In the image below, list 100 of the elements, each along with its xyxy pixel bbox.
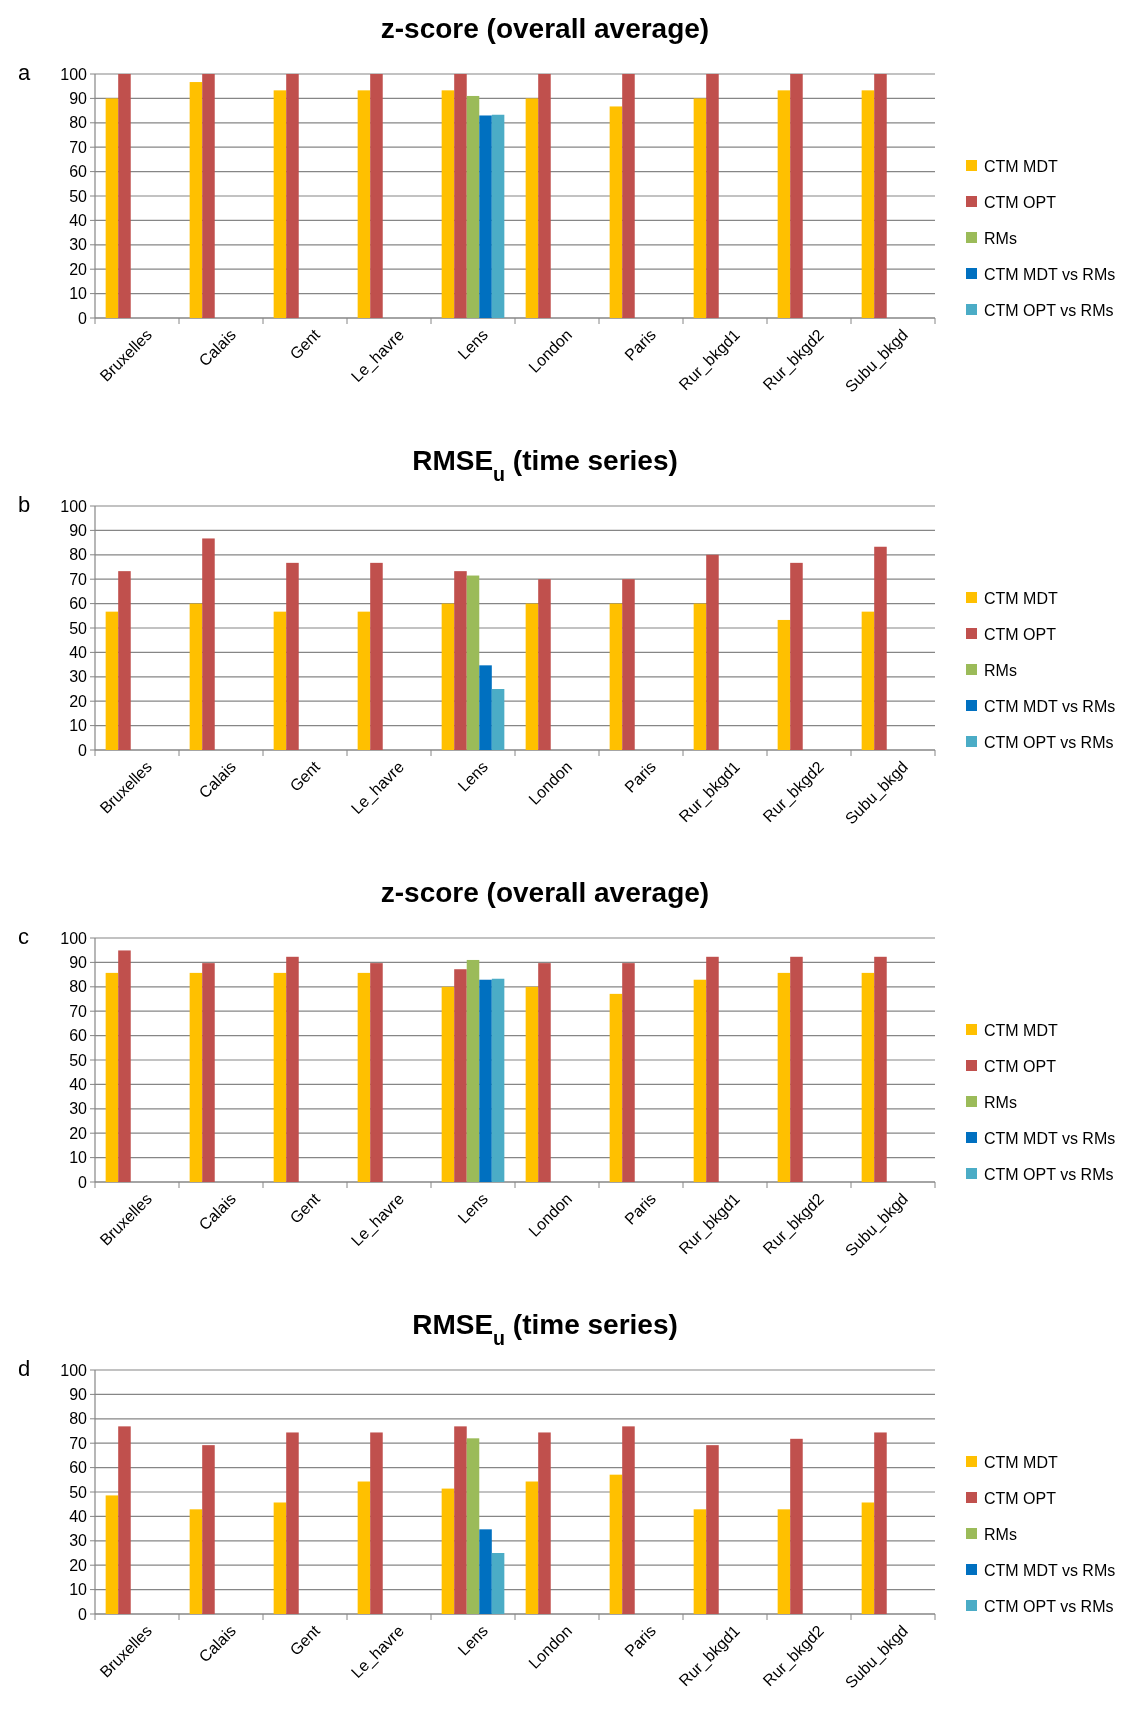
y-tick-label: 60 (69, 1027, 88, 1045)
y-tick-label: 100 (60, 497, 88, 515)
bar (189, 1509, 203, 1614)
bar (874, 956, 887, 1182)
y-tick-label: 90 (69, 90, 88, 107)
bar (790, 562, 803, 750)
bar (202, 963, 215, 1182)
bar (466, 1438, 480, 1614)
y-tick-label: 90 (69, 522, 88, 539)
bar (454, 74, 467, 318)
y-tick-label: 50 (69, 619, 88, 637)
bar (491, 978, 505, 1182)
bar (454, 571, 467, 750)
bar (357, 611, 371, 750)
y-tick-label: 10 (69, 285, 88, 303)
bar (454, 969, 467, 1182)
bar (479, 115, 492, 318)
bar (538, 74, 551, 318)
y-tick-label: 30 (69, 1100, 88, 1118)
y-tick-label: 10 (69, 1581, 88, 1599)
bar (706, 554, 719, 750)
bar (466, 959, 480, 1182)
y-tick-label: 60 (69, 595, 88, 613)
legend-label: CTM MDT (984, 157, 1058, 175)
legend-label: CTM MDT vs RMs (984, 697, 1116, 715)
bar (706, 1445, 719, 1614)
bar (454, 1426, 467, 1614)
bar (286, 74, 299, 318)
legend-label: CTM OPT vs RMs (984, 733, 1114, 751)
legend-label: CTM OPT vs RMs (984, 1165, 1114, 1183)
bar (118, 74, 131, 318)
bar (525, 603, 539, 750)
legend-label: CTM MDT (984, 1021, 1058, 1039)
y-tick-label: 50 (69, 1483, 88, 1501)
bar (861, 972, 875, 1182)
y-tick-label: 80 (69, 978, 88, 996)
bar (874, 1432, 887, 1614)
y-tick-label: 80 (69, 1410, 88, 1428)
y-tick-label: 50 (69, 1051, 88, 1069)
y-tick-label: 0 (78, 309, 88, 327)
bar (202, 74, 215, 318)
bar (479, 1529, 492, 1614)
y-tick-label: 70 (69, 570, 88, 588)
bar (790, 74, 803, 318)
bar (861, 1502, 875, 1614)
bar (118, 950, 131, 1182)
bar (790, 956, 803, 1182)
bar (286, 956, 299, 1182)
y-tick-label: 100 (60, 929, 88, 947)
text: d (18, 1356, 31, 1381)
bar (525, 1481, 539, 1614)
bar (538, 579, 551, 750)
y-tick-label: 40 (69, 1508, 88, 1525)
legend-label: CTM MDT vs RMs (984, 1561, 1116, 1579)
legend-label: CTM OPT (984, 1057, 1057, 1075)
y-tick-label: 0 (78, 1173, 88, 1191)
y-tick-label: 90 (69, 954, 88, 971)
bar (466, 575, 480, 750)
y-tick-label: 20 (69, 692, 88, 710)
y-tick-label: 40 (69, 1076, 88, 1093)
text: a (18, 60, 31, 85)
legend-label: CTM MDT (984, 589, 1058, 607)
bar (105, 1495, 119, 1614)
y-tick-label: 60 (69, 1459, 88, 1477)
bar (189, 603, 203, 750)
bar (790, 1438, 803, 1614)
bar (491, 689, 505, 750)
y-tick-label: 80 (69, 546, 88, 564)
bar (609, 1474, 623, 1614)
bar (861, 611, 875, 750)
bar (357, 972, 371, 1182)
bar (479, 979, 492, 1182)
y-tick-label: 80 (69, 114, 88, 132)
legend-label: CTM OPT (984, 1489, 1057, 1507)
bar (466, 95, 480, 318)
legend-label: CTM OPT vs RMs (984, 1597, 1114, 1615)
legend-label: RMs (984, 1093, 1017, 1111)
bar (538, 963, 551, 1182)
text: b (18, 492, 31, 517)
bar (622, 963, 635, 1182)
legend-label: CTM MDT vs RMs (984, 265, 1116, 283)
bar (105, 98, 119, 318)
legend-label: CTM OPT (984, 193, 1057, 211)
y-tick-label: 100 (60, 1361, 88, 1379)
bar (706, 956, 719, 1182)
y-tick-label: 20 (69, 1556, 88, 1574)
bar (777, 972, 791, 1182)
y-tick-label: 60 (69, 163, 88, 181)
legend-label: CTM MDT vs RMs (984, 1129, 1116, 1147)
bar (357, 90, 371, 318)
bar (105, 611, 119, 750)
bar (609, 603, 623, 750)
bar (286, 1432, 299, 1614)
bar (693, 1509, 707, 1614)
bar (441, 1488, 455, 1614)
y-tick-label: 100 (60, 65, 88, 83)
bar (622, 74, 635, 318)
bar (479, 665, 492, 750)
bar (706, 74, 719, 318)
bar (273, 90, 287, 318)
